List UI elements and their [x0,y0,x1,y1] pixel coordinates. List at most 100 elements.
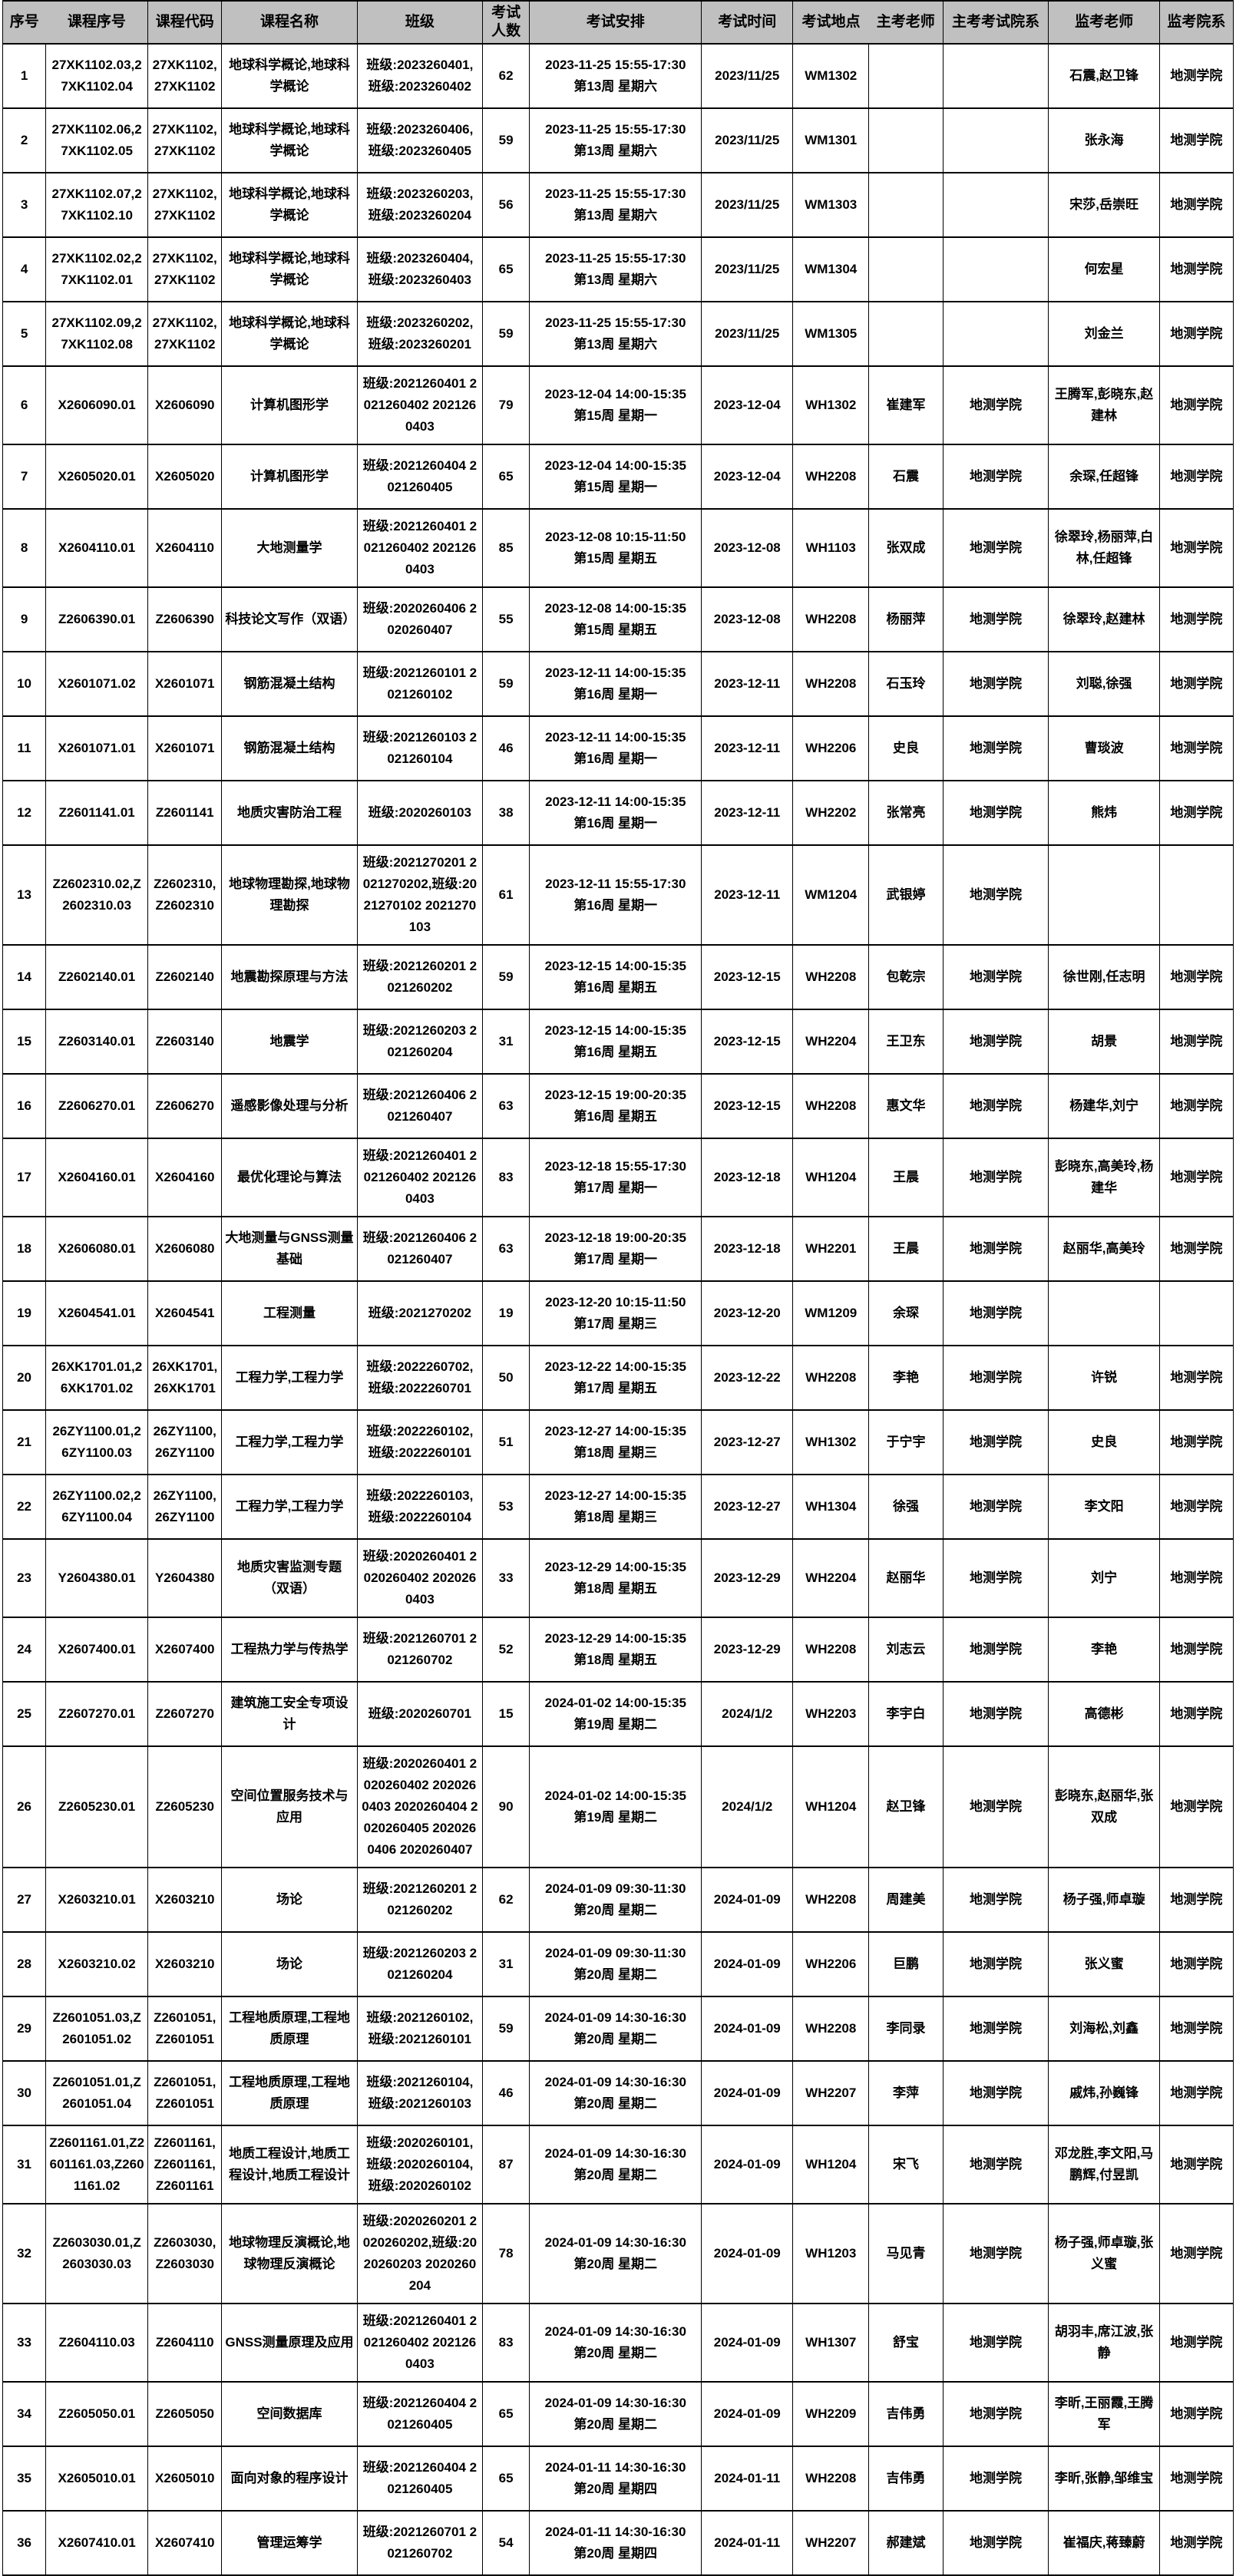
cell-chief-examiner-department: 地测学院 [942,2203,1049,2304]
cell-index: 4 [2,236,47,302]
cell-invigilators: 曹琰波 [1048,715,1160,781]
cell-chief-examiner: 李艳 [868,1345,944,1411]
cell-exam-room: WM1204 [792,844,870,946]
cell-invigilators: 宋莎,岳崇旺 [1048,172,1160,238]
cell-chief-examiner-department: 地测学院 [942,944,1049,1010]
cell-classes: 班级:2021260401 2021260402 2021260403 [356,1138,484,1217]
cell-index: 32 [2,2203,47,2304]
cell-classes: 班级:2021260201 2021260202 [356,1867,484,1933]
cell-invigilator-department: 地测学院 [1158,2510,1234,2576]
cell-course-name: 管理运筹学 [221,2510,358,2576]
cell-exam-room: WH1302 [792,1409,870,1475]
cell-exam-count: 56 [482,172,530,238]
cell-course-serial: X2603210.02 [45,1931,149,1997]
cell-invigilators: 张义蜜 [1048,1931,1160,1997]
cell-exam-schedule: 2023-12-18 19:00-20:35 第17周 星期一 [529,1216,702,1282]
cell-exam-room: WH1304 [792,1474,870,1540]
table-row: 17 X2604160.01 X2604160 最优化理论与算法 班级:20212604… [2,1138,1234,1217]
cell-exam-room: WH2208 [792,1867,870,1933]
cell-exam-date: 2023-12-29 [701,1538,794,1618]
cell-exam-count: 59 [482,301,530,367]
cell-index: 20 [2,1345,47,1411]
cell-course-serial: 27XK1102.06,27XK1102.05 [45,107,149,173]
cell-course-serial: Z2606270.01 [45,1073,149,1139]
cell-invigilators: 张永海 [1048,107,1160,173]
cell-chief-examiner-department: 地测学院 [942,1867,1049,1933]
cell-invigilator-department: 地测学院 [1158,2203,1234,2304]
cell-course-name: 地质工程设计,地质工程设计,地质工程设计 [221,2125,358,2204]
cell-index: 13 [2,844,47,946]
cell-classes: 班级:2022260103,班级:2022260104 [356,1474,484,1540]
table-row: 5 27XK1102.09,27XK1102.08 27XK1102,27XK110… [2,301,1234,367]
cell-exam-schedule: 2024-01-09 14:30-16:30 第20周 星期二 [529,2203,702,2304]
cell-index: 36 [2,2510,47,2576]
cell-course-serial: Z2607270.01 [45,1681,149,1747]
cell-classes: 班级:2021260701 2021260702 [356,2510,484,2576]
cell-classes: 班级:2021260406 2021260407 [356,1073,484,1139]
cell-course-code: 27XK1102,27XK1102 [147,301,223,367]
cell-course-code: X2601071 [147,651,223,717]
header-row: 序号 课程序号 课程代码 课程名称 班级 考试人数 考试安排 考试时间 考试地点 主考老师 主考考试… [2,0,1234,45]
cell-exam-count: 65 [482,444,530,510]
cell-exam-date: 2023/11/25 [701,236,794,302]
cell-invigilator-department: 地测学院 [1158,586,1234,652]
cell-course-serial: 27XK1102.02,27XK1102.01 [45,236,149,302]
cell-exam-schedule: 2023-12-29 14:00-15:35 第18周 星期五 [529,1538,702,1618]
cell-exam-count: 55 [482,586,530,652]
table-row: 21 26ZY1100.01,26ZY1100.03 26ZY1100,26ZY11… [2,1409,1234,1475]
cell-course-code: X2607400 [147,1617,223,1683]
cell-chief-examiner-department: 地测学院 [942,508,1049,588]
cell-chief-examiner [868,172,944,238]
cell-exam-date: 2024/1/2 [701,1745,794,1868]
cell-invigilators [1048,844,1160,946]
cell-course-serial: Z2601051.03,Z2601051.02 [45,1996,149,2062]
cell-chief-examiner: 余琛 [868,1280,944,1346]
cell-exam-date: 2023-12-27 [701,1474,794,1540]
cell-course-serial: Z2603140.01 [45,1009,149,1075]
cell-exam-room: WM1304 [792,236,870,302]
cell-course-name: 计算机图形学 [221,365,358,445]
cell-invigilators: 李昕,张静,邹维宝 [1048,2446,1160,2512]
cell-exam-count: 59 [482,1996,530,2062]
cell-invigilators: 胡羽丰,席江波,张静 [1048,2303,1160,2383]
cell-index: 17 [2,1138,47,1217]
cell-invigilators: 崔福庆,蒋臻蔚 [1048,2510,1160,2576]
cell-course-serial: 27XK1102.07,27XK1102.10 [45,172,149,238]
cell-chief-examiner-department: 地测学院 [942,1280,1049,1346]
cell-chief-examiner: 周建美 [868,1867,944,1933]
cell-invigilators: 杨子强,师卓璇 [1048,1867,1160,1933]
cell-exam-room: WM1209 [792,1280,870,1346]
cell-exam-room: WH2208 [792,651,870,717]
cell-invigilator-department: 地测学院 [1158,365,1234,445]
cell-chief-examiner [868,43,944,109]
cell-chief-examiner-department: 地测学院 [942,2060,1049,2126]
table-row: 34 Z2605050.01 Z2605050 空间数据库 班级:2021260404 … [2,2381,1234,2447]
cell-course-name: 地震学 [221,1009,358,1075]
cell-course-name: 空间位置服务技术与应用 [221,1745,358,1868]
cell-invigilators: 史良 [1048,1409,1160,1475]
cell-course-code: Y2604380 [147,1538,223,1618]
cell-exam-date: 2023-12-20 [701,1280,794,1346]
cell-chief-examiner-department: 地测学院 [942,2125,1049,2204]
cell-exam-date: 2023-12-04 [701,444,794,510]
cell-classes: 班级:2020260201 2020260202,班级:2020260203 2… [356,2203,484,2304]
cell-classes: 班级:2021270201 2021270202,班级:2021270102 2… [356,844,484,946]
cell-invigilator-department: 地测学院 [1158,236,1234,302]
cell-chief-examiner: 吉伟勇 [868,2446,944,2512]
cell-exam-count: 61 [482,844,530,946]
cell-course-name: 工程力学,工程力学 [221,1409,358,1475]
cell-course-serial: X2607410.01 [45,2510,149,2576]
cell-chief-examiner: 赵卫锋 [868,1745,944,1868]
cell-invigilator-department: 地测学院 [1158,715,1234,781]
cell-course-code: X2606080 [147,1216,223,1282]
column-header-index: 序号 [2,0,46,45]
cell-exam-schedule: 2023-11-25 15:55-17:30 第13周 星期六 [529,43,702,109]
cell-course-name: 钢筋混凝土结构 [221,651,358,717]
cell-chief-examiner: 张常亮 [868,780,944,846]
cell-course-code: Z2606390 [147,586,223,652]
cell-index: 34 [2,2381,47,2447]
cell-course-serial: X2606080.01 [45,1216,149,1282]
cell-exam-schedule: 2023-12-08 14:00-15:35 第15周 星期五 [529,586,702,652]
cell-invigilator-department: 地测学院 [1158,2303,1234,2383]
cell-invigilators: 杨建华,刘宁 [1048,1073,1160,1139]
